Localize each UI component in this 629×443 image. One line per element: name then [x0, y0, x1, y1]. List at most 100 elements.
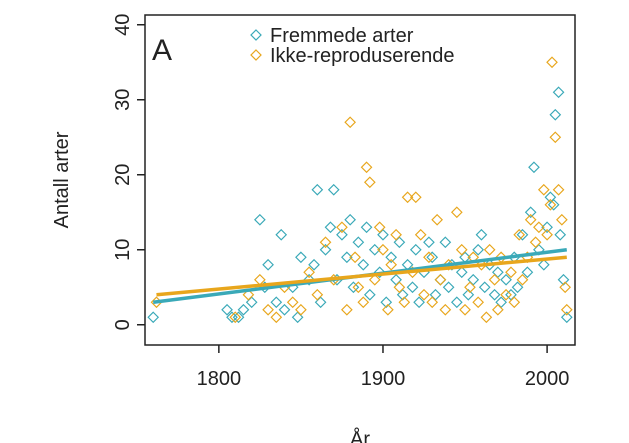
point [434, 273, 447, 286]
point [413, 296, 425, 309]
point [295, 303, 307, 316]
point [549, 108, 562, 121]
point [464, 281, 476, 294]
point [308, 258, 320, 271]
point [341, 251, 353, 264]
point [344, 116, 357, 129]
point [229, 311, 242, 324]
point [505, 266, 517, 279]
y-axis-label: Antall arter [51, 131, 73, 228]
y-tick-label: 20 [112, 164, 134, 186]
point [368, 243, 381, 256]
point [556, 213, 568, 226]
point [352, 281, 365, 294]
point [360, 161, 373, 174]
point [380, 296, 393, 309]
point [311, 183, 324, 196]
point [344, 213, 357, 226]
x-axis-label: År [350, 428, 370, 443]
legend-label: Ikke-reproduserende [270, 45, 455, 67]
point [524, 206, 537, 219]
point [488, 288, 501, 301]
point [303, 273, 315, 286]
point [368, 273, 381, 286]
trend-line [156, 255, 567, 297]
point [439, 303, 452, 316]
point [401, 191, 414, 204]
point [480, 311, 493, 324]
point [414, 228, 427, 241]
point [455, 243, 468, 256]
point [147, 311, 160, 324]
point [262, 258, 274, 271]
point [547, 198, 560, 211]
point [500, 273, 512, 286]
point [262, 303, 274, 316]
point [439, 236, 452, 249]
point [363, 288, 376, 301]
plot-frame [144, 14, 576, 346]
point [385, 258, 398, 271]
point [552, 183, 565, 196]
point [544, 198, 557, 211]
point [295, 251, 307, 264]
point [314, 296, 327, 309]
point [319, 243, 332, 256]
point [546, 56, 558, 69]
point [516, 273, 529, 286]
point [426, 296, 439, 309]
point [554, 228, 567, 241]
point [431, 213, 443, 226]
point [390, 228, 402, 241]
point [455, 266, 468, 279]
point [357, 296, 370, 309]
point [398, 296, 411, 309]
point [450, 296, 463, 309]
point [232, 311, 245, 324]
point [500, 288, 512, 301]
point [426, 251, 439, 264]
point [221, 303, 233, 316]
point [275, 228, 288, 241]
point [278, 303, 291, 316]
point [478, 281, 491, 294]
point [442, 281, 455, 294]
point [483, 243, 496, 256]
point [472, 243, 485, 256]
point [529, 236, 542, 249]
y-tick-label: 30 [112, 89, 134, 111]
point [336, 221, 348, 234]
point [341, 303, 353, 316]
point [373, 266, 386, 279]
point [559, 281, 572, 294]
point [418, 288, 430, 301]
point [286, 296, 299, 309]
legend-label: Fremmede arter [270, 25, 414, 47]
point [352, 236, 365, 249]
point [459, 303, 471, 316]
point [557, 273, 570, 286]
x-tick-label: 2000 [525, 368, 570, 390]
point [363, 176, 376, 189]
point [360, 221, 373, 234]
point [347, 281, 360, 294]
point [472, 296, 485, 309]
point [373, 221, 386, 234]
point [434, 273, 447, 286]
point [423, 236, 435, 249]
point [450, 206, 463, 219]
point [270, 296, 283, 309]
point [377, 243, 389, 256]
y-tick-label: 40 [112, 14, 134, 36]
point [508, 296, 521, 309]
point [406, 281, 419, 294]
point [537, 258, 550, 271]
point [311, 288, 324, 301]
point [541, 221, 553, 234]
point [423, 251, 435, 264]
point [349, 251, 361, 264]
point [511, 281, 524, 294]
point [492, 303, 504, 316]
point [270, 311, 283, 324]
